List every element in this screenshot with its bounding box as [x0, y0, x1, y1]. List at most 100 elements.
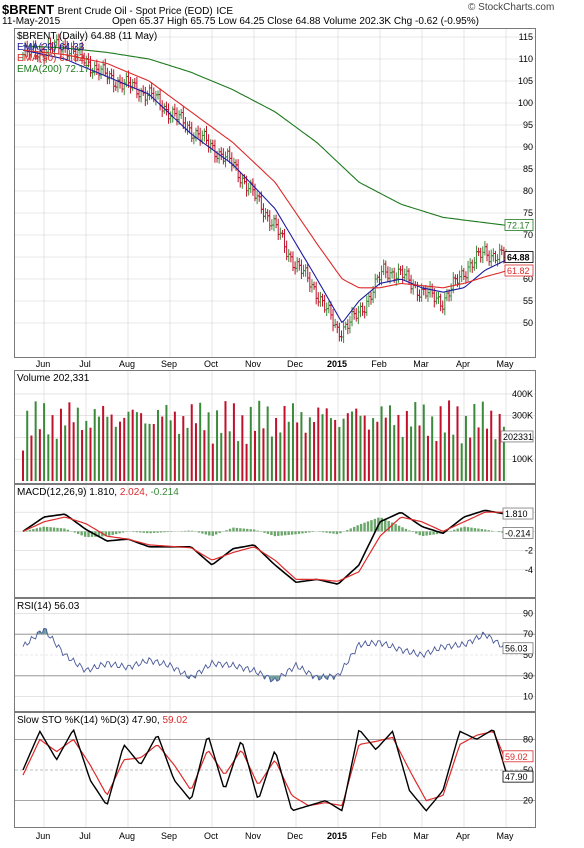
sto-d-value-label: 59.02	[505, 752, 528, 762]
volume-bar	[393, 425, 396, 481]
price-tick-label: 70	[523, 230, 533, 240]
volume-bar	[249, 406, 252, 481]
macd-histogram-bar	[497, 531, 501, 533]
volume-bar	[388, 405, 391, 481]
volume-bar	[216, 410, 219, 481]
volume-bar	[199, 402, 202, 481]
volume-bar	[439, 406, 442, 481]
x-axis-top: Jun Jul Aug Sep Oct Nov Dec 2015 Feb Mar Apr May	[36, 359, 514, 369]
volume-bar	[372, 418, 375, 481]
rsi-value-box	[502, 642, 534, 655]
macd-histogram-bar	[422, 531, 425, 537]
x-tick-label: 2015	[327, 359, 347, 369]
volume-bar	[477, 427, 480, 481]
volume-bar	[283, 405, 286, 481]
rsi-title: RSI(14) 56.03	[17, 601, 80, 612]
macd-histogram-bar	[142, 531, 145, 533]
x-tick-label: Jun	[36, 359, 51, 369]
volume-bar	[498, 413, 501, 481]
macd-title: MACD(12,26,9) 1.810, 2.024, -0.214	[17, 487, 179, 498]
price-tick-label: 80	[523, 186, 533, 196]
volume-bar	[308, 417, 311, 481]
volume-bar	[89, 427, 92, 481]
macd-histogram-bar	[387, 520, 390, 532]
sto-title-params: Slow STO %K(14) %D(3)	[17, 715, 130, 726]
macd-histogram-bar	[266, 531, 270, 534]
macd-histogram-bar	[159, 531, 163, 533]
volume-bar	[334, 419, 337, 481]
macd-histogram-bar	[190, 530, 194, 532]
volume-bar	[266, 406, 269, 481]
x-tick-label: Feb	[371, 831, 387, 841]
macd-histogram-bar	[252, 529, 256, 532]
macd-histogram-bar	[139, 531, 142, 533]
macd-histogram-bar	[501, 531, 504, 533]
macd-histogram-bar	[321, 531, 325, 533]
volume-bar	[325, 408, 328, 481]
volume-bar	[22, 450, 24, 481]
macd-histogram-bar	[411, 531, 415, 533]
macd-histogram-bar	[356, 525, 359, 532]
macd-histogram-bar	[435, 531, 439, 535]
volume-bar	[51, 415, 54, 481]
x-tick-label: Aug	[119, 831, 135, 841]
macd-histogram-bar	[235, 527, 239, 532]
price-value-label-box	[504, 251, 534, 263]
volume-bar	[435, 441, 438, 481]
x-tick-label: Oct	[204, 831, 219, 841]
macd-hist-value-label-box	[502, 527, 534, 539]
macd-histogram-bar	[491, 530, 494, 532]
macd-chart: -4-2021.810-0.214	[15, 485, 535, 597]
sto-tick-label: 50	[523, 765, 533, 775]
macd-title-value: 1.810,	[89, 487, 118, 498]
volume-bar	[355, 408, 358, 481]
volume-bar	[110, 414, 113, 481]
macd-histogram-bar	[311, 531, 314, 532]
macd-histogram-bar	[28, 529, 32, 532]
x-tick-label: Dec	[287, 359, 304, 369]
legend-ema200: EMA(200) 72.17	[17, 64, 90, 75]
macd-histogram-bar	[87, 531, 90, 538]
stockcharts-logo[interactable]: © StockCharts.com	[468, 2, 555, 13]
x-tick-label: Sep	[161, 359, 177, 369]
macd-histogram-bar	[404, 528, 408, 532]
macd-histogram-bar	[163, 531, 166, 533]
volume-bar	[460, 443, 463, 481]
sto-d-line	[22, 731, 507, 807]
price-chart: 5055606570758085909510010511011572.1764.…	[15, 29, 535, 357]
volume-bar	[304, 432, 307, 481]
x-tick-label: Feb	[371, 359, 387, 369]
macd-histogram-bar	[149, 531, 152, 534]
volume-bar	[351, 411, 354, 481]
volume-bar	[102, 405, 105, 481]
volume-bar	[194, 423, 197, 481]
x-tick-label: Sep	[161, 831, 177, 841]
x-tick-label: May	[496, 359, 514, 369]
quote-ohlc: Open 65.37 High 65.75 Low 64.25 Close 64…	[112, 16, 479, 27]
macd-histogram-bar	[363, 522, 366, 532]
macd-panel: -4-2021.810-0.214 MACD(12,26,9) 1.810, 2…	[14, 484, 536, 598]
rsi-tick-label: 70	[523, 629, 533, 639]
volume-value-label: 202331	[503, 432, 533, 442]
volume-bar	[346, 413, 349, 481]
macd-histogram-bar	[270, 531, 273, 536]
volume-bar	[123, 417, 126, 481]
macd-histogram-bar	[166, 531, 170, 533]
stochastic-chart: 20 50 80 59.02 47.90	[15, 713, 535, 827]
macd-histogram-bar	[470, 527, 473, 532]
macd-histogram-bar	[246, 528, 249, 532]
volume-bar	[34, 401, 37, 481]
x-tick-label: Oct	[204, 359, 219, 369]
sto-d-value-label-box	[502, 750, 534, 763]
volume-bar	[410, 426, 413, 481]
macd-histogram-bar	[284, 531, 287, 536]
volume-bar	[464, 415, 467, 481]
macd-histogram-bar	[104, 531, 107, 537]
macd-histogram-bar	[183, 530, 187, 532]
volume-bar	[448, 400, 451, 481]
macd-histogram-bar	[466, 527, 470, 532]
macd-histogram-bar	[97, 531, 101, 537]
macd-signal-line	[22, 511, 506, 582]
rsi-tick-label: 90	[523, 608, 533, 618]
macd-histogram-bar	[428, 531, 432, 536]
